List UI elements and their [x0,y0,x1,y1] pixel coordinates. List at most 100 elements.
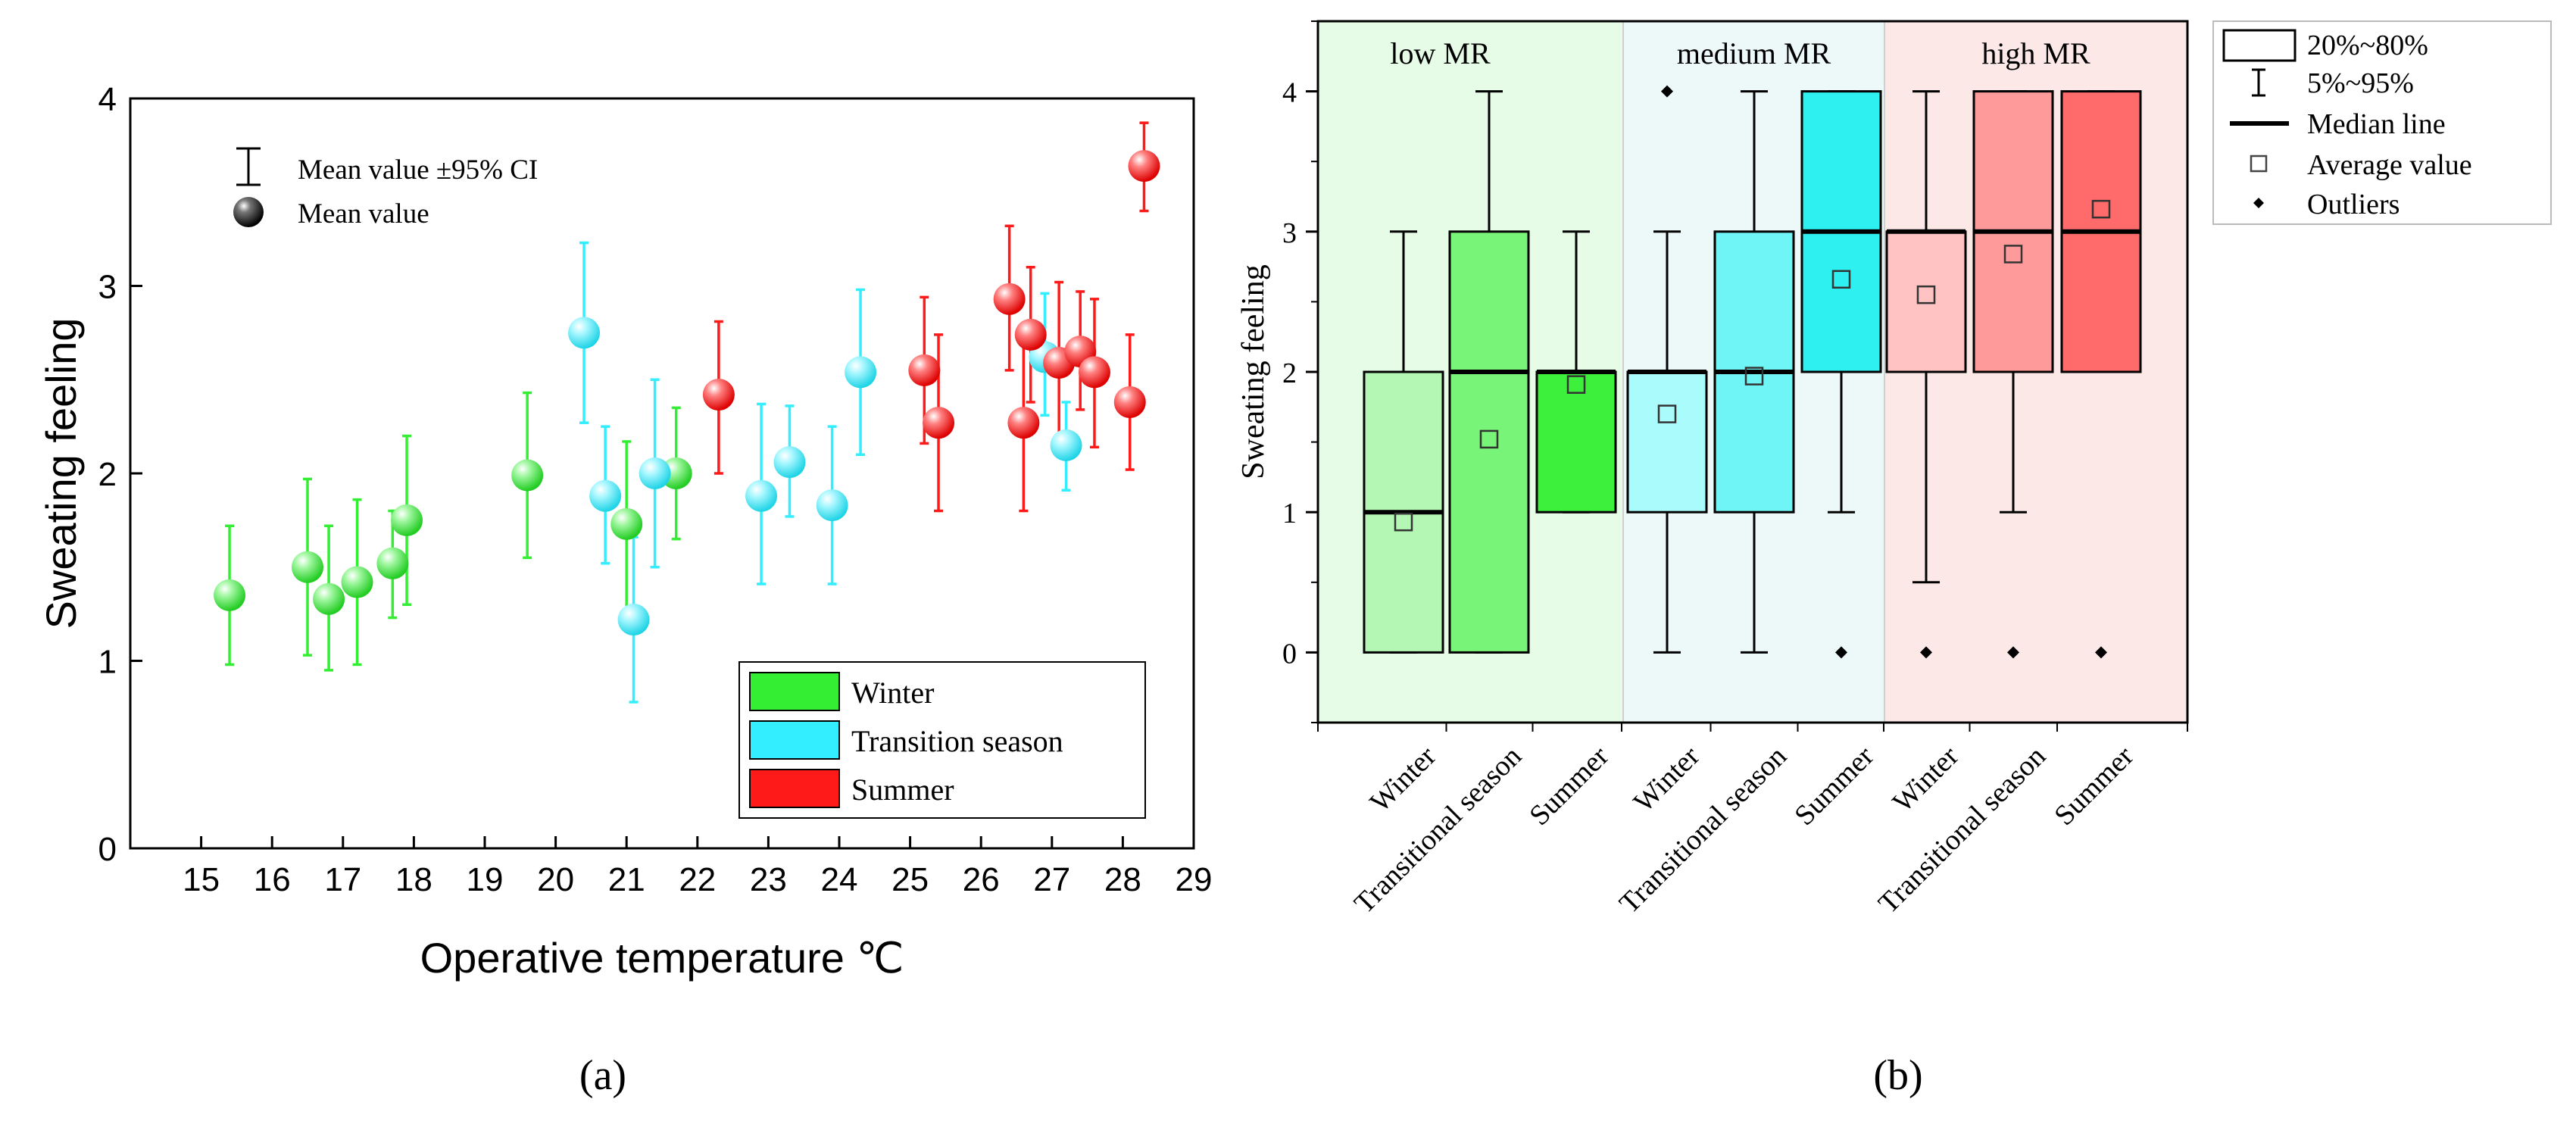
iqr-box [1448,230,1530,654]
mean-point-winter [391,504,423,536]
legend-average-label: Average value [2307,149,2472,181]
mean-point-summer [1078,356,1110,389]
group-label: medium MR [1677,36,1831,70]
mean-marker [1831,270,1851,289]
category-label: Winter [1364,740,1442,818]
legend-label-winter: Winter [851,676,934,710]
mean-point-winter [313,582,345,615]
category-label: Transitional season [1348,740,1528,919]
box-winter-medium-mr [1626,85,1708,654]
a-x-tick-label: 20 [537,861,574,898]
box-transitional-season-low-mr [1448,90,1530,654]
b-y-tick-label: 2 [1282,357,1297,389]
iqr-box [1885,230,1967,373]
a-x-tick-label: 19 [467,861,504,898]
mean-marker [1916,285,1936,304]
outlier-marker [1920,646,1932,659]
category-label: Transitional season [1613,740,1793,919]
b-y-tick-label: 1 [1282,498,1297,529]
panel-a-top-legend: Mean value ±95% CI Mean value [233,147,538,229]
legend-whisker-symbol [2252,68,2265,97]
mean-point-winter [214,579,246,611]
mean-point-winter [292,551,323,583]
mean-marker [1566,375,1586,394]
mean-legend-symbol [233,197,264,227]
mean-marker [1394,512,1413,532]
box-transitional-season-high-mr [1972,90,2054,659]
mean-point-summer [923,407,955,439]
mean-point-summer [908,354,941,386]
mean-point-transition-season [816,489,848,522]
a-x-tick-label: 27 [1033,861,1070,898]
mean-point-summer [1113,386,1146,418]
a-y-tick-label: 0 [98,831,117,868]
a-x-tick-label: 24 [821,861,858,898]
panel-a-x-ticks: 15 16 17 18 19 20 21 22 23 24 25 26 27 28 29 [183,836,1212,898]
a-y-tick-label: 3 [98,269,117,306]
box-summer-low-mr [1535,230,1617,514]
box-summer-high-mr [2060,90,2142,659]
mean-point-transition-season [639,457,671,489]
legend-label-transition: Transition season [851,724,1063,758]
b-y-tick-label: 3 [1282,217,1297,249]
outlier-marker [2095,646,2107,659]
a-x-tick-label: 22 [679,861,716,898]
mean-point-summer [702,379,735,411]
a-x-tick-label: 17 [324,861,361,898]
a-x-tick-label: 23 [750,861,787,898]
mean-point-summer [1014,318,1047,351]
a-x-tick-label: 28 [1104,861,1141,898]
mean-marker [1479,429,1499,449]
panel-a-label: (a) [579,1052,626,1099]
legend-whisker-label: 5%~95% [2307,67,2414,99]
panel-b-y-ticks: 0 1 2 3 4 [1282,20,1318,723]
legend-label-summer: Summer [851,773,954,807]
a-x-tick-label: 21 [608,861,645,898]
mean-marker [1744,367,1764,386]
ci-legend-symbol [236,147,261,186]
panel-a-x-axis-label: Operative temperature ℃ [420,934,904,982]
box-transitional-season-medium-mr [1713,90,1795,654]
panel-b-group-labels: low MR medium MR high MR [1390,36,2090,70]
category-label: Summer [2048,740,2140,832]
a-x-tick-label: 29 [1176,861,1213,898]
legend-average-symbol [2250,155,2268,173]
ci-legend-label: Mean value ±95% CI [298,155,538,186]
legend-outlier-label: Outliers [2307,189,2400,220]
mean-point-winter [376,547,409,579]
mean-point-transition-season [617,604,650,636]
a-x-tick-label: 18 [395,861,432,898]
mean-point-summer [1128,150,1160,183]
box-summer-medium-mr [1800,90,1882,659]
iqr-box [1626,370,1708,514]
category-label: Summer [1523,740,1615,832]
mean-marker [2003,245,2023,264]
mean-point-summer [993,283,1026,315]
group-label: low MR [1390,36,1491,70]
panel-a-season-legend: Winter Transition season Summer [738,661,1146,819]
mean-point-winter [610,507,643,540]
outlier-marker [1661,85,1673,98]
legend-box-label: 20%~80% [2307,30,2428,61]
outlier-marker [2007,646,2019,659]
category-label: Transitional season [1872,740,2052,919]
mean-point-transition-season [745,479,778,512]
legend-box-symbol [2222,29,2297,62]
category-label: Summer [1788,740,1880,832]
mean-point-transition-season [773,446,806,479]
a-x-tick-label: 25 [891,861,929,898]
iqr-box [1535,370,1617,514]
a-x-tick-label: 15 [183,861,220,898]
mean-legend-label: Mean value [298,198,429,229]
mean-point-transition-season [568,317,601,349]
box-winter-high-mr [1885,90,1967,659]
b-y-tick-label: 4 [1282,77,1297,109]
mean-point-transition-season [589,479,622,512]
panel-a-y-ticks: 0 1 2 3 4 [98,81,142,868]
mean-marker [1657,404,1677,423]
panel-b-legend: 20%~80% 5%~95% Median line Average value… [2212,20,2552,225]
mean-marker [2091,199,2111,219]
